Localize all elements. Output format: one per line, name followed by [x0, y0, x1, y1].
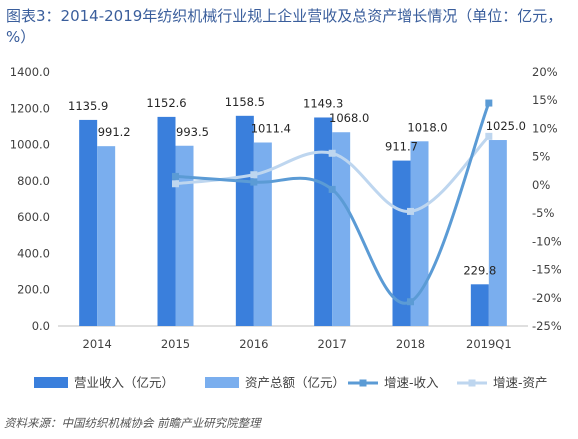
- revenue-growth-point: [250, 178, 258, 186]
- y-right-tick-label: 0%: [532, 178, 550, 192]
- x-tick-label: 2018: [396, 337, 425, 351]
- data-label-assets: 991.2: [98, 125, 131, 139]
- y-left-tick-label: 400.0: [17, 246, 50, 260]
- legend-label: 增速-资产: [493, 375, 548, 390]
- bar-revenue: [235, 115, 254, 326]
- bar-assets: [410, 141, 429, 326]
- legend-label: 增速-收入: [384, 375, 439, 390]
- bar-revenue: [392, 160, 411, 326]
- bar-revenue: [314, 117, 333, 326]
- data-label-revenue: 229.8: [463, 263, 496, 277]
- x-tick-label: 2014: [83, 337, 112, 351]
- assets-growth-point: [328, 149, 336, 157]
- bar-assets: [175, 145, 194, 326]
- y-right-tick-label: 20%: [532, 65, 558, 79]
- assets-growth-point: [250, 171, 258, 179]
- x-tick-label: 2017: [318, 337, 347, 351]
- data-label-revenue: 1135.9: [68, 99, 108, 113]
- data-label-assets: 1011.4: [251, 122, 291, 136]
- legend-label: 资产总额（亿元）: [245, 375, 345, 390]
- data-label-revenue: 1152.6: [146, 96, 186, 110]
- legend-label: 营业收入（亿元）: [74, 375, 174, 390]
- x-tick-label: 2015: [161, 337, 190, 351]
- revenue-growth-line: [175, 102, 491, 305]
- data-label-revenue: 1158.5: [225, 95, 265, 109]
- y-right-tick-label: 15%: [532, 93, 558, 107]
- data-label-assets: 1025.0: [486, 119, 526, 133]
- y-right-tick-label: -5%: [532, 206, 554, 220]
- y-right-tick-label: 10%: [532, 121, 558, 135]
- y-left-tick-label: 600.0: [17, 210, 50, 224]
- bar-revenue: [79, 119, 98, 326]
- y-left-tick-label: 1400.0: [10, 65, 50, 79]
- bar-revenue: [157, 116, 176, 326]
- y-right-tick-label: -25%: [532, 319, 562, 333]
- x-tick-label: 2016: [239, 337, 268, 351]
- assets-growth-point: [407, 207, 414, 215]
- bar-assets: [97, 146, 116, 326]
- assets-growth-point: [485, 132, 493, 140]
- data-label-assets: 993.5: [176, 125, 209, 139]
- y-right-tick-label: 5%: [532, 150, 550, 164]
- data-label-revenue: 1149.3: [303, 96, 343, 110]
- bar-revenue: [470, 284, 489, 326]
- legend-swatch-bar: [34, 377, 68, 388]
- data-label-revenue: 911.7: [385, 140, 418, 154]
- data-label-assets: 1018.0: [407, 120, 447, 134]
- bar-assets: [253, 142, 272, 326]
- legend-swatch-marker: [468, 379, 476, 387]
- y-right-tick-label: -10%: [532, 234, 562, 248]
- revenue-growth-point: [328, 185, 336, 193]
- y-left-tick-label: 800.0: [17, 174, 50, 188]
- revenue-growth-point: [485, 99, 493, 107]
- y-left-tick-label: 200.0: [17, 283, 50, 297]
- y-left-tick-label: 0.0: [32, 319, 50, 333]
- legend-swatch-marker: [359, 379, 367, 387]
- bar-assets: [488, 140, 507, 326]
- assets-growth-point: [172, 180, 179, 188]
- assets-growth-line: [175, 135, 490, 213]
- data-label-assets: 1068.0: [329, 111, 369, 125]
- y-right-tick-label: -20%: [532, 291, 562, 305]
- revenue-growth-point: [172, 172, 179, 180]
- y-left-tick-label: 1200.0: [10, 101, 50, 115]
- y-left-tick-label: 1000.0: [10, 138, 50, 152]
- revenue-growth-point: [407, 298, 414, 306]
- bar-assets: [332, 132, 351, 326]
- legend-swatch-bar: [205, 377, 239, 388]
- x-tick-label: 2019Q1: [466, 337, 512, 351]
- y-right-tick-label: -15%: [532, 263, 562, 277]
- chart-title: 图表3：2014-2019年纺织机械行业规上企业营收及总资产增长情况（单位：亿元…: [6, 7, 563, 46]
- source-note: 资料来源：中国纺织机械协会 前瞻产业研究院整理: [4, 416, 261, 430]
